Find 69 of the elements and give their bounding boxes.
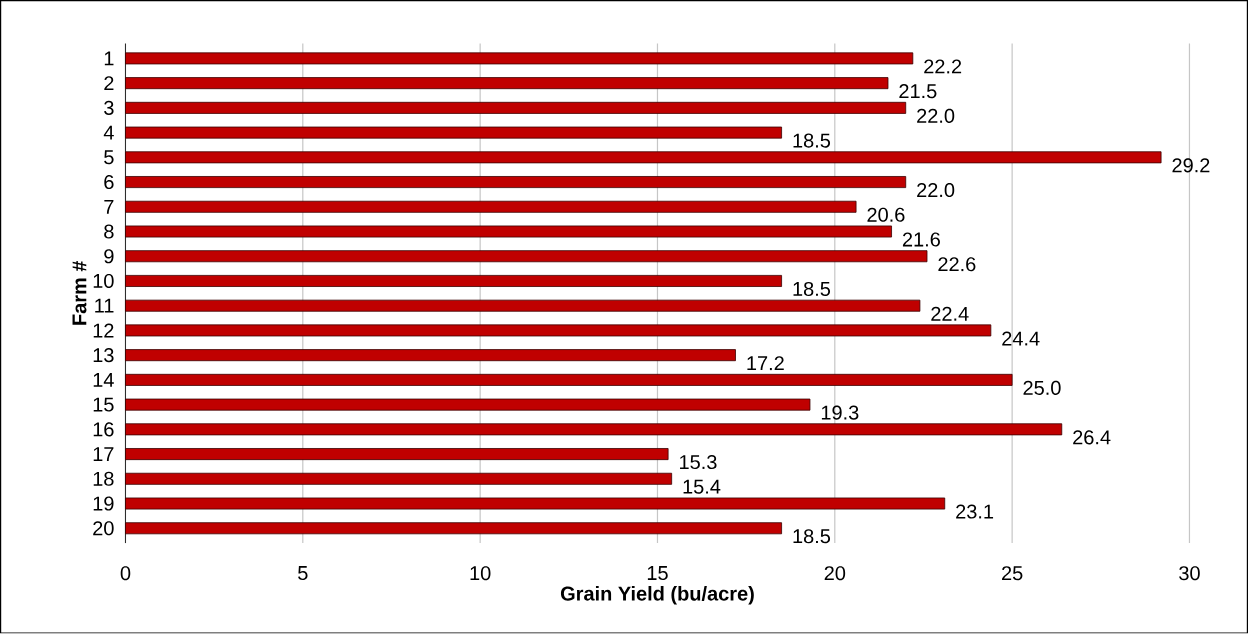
data-label: 22.4: [931, 306, 969, 321]
y-tick-label: 20: [93, 521, 114, 536]
x-tick-label: 0: [120, 566, 131, 581]
data-label: 18.5: [793, 529, 831, 544]
y-tick-label: 5: [104, 150, 114, 165]
bar: [125, 349, 736, 362]
data-label: 21.5: [899, 84, 937, 99]
data-label: 19.3: [821, 405, 859, 420]
x-tick-label: 20: [824, 566, 846, 581]
data-label: 25.0: [1023, 381, 1061, 396]
bar: [125, 275, 782, 288]
x-axis-title: Grain Yield (bu/acre): [560, 586, 754, 605]
data-label: 17.2: [747, 356, 784, 371]
y-tick-label: 12: [93, 323, 114, 338]
y-tick-label: 1: [104, 51, 114, 66]
y-tick-label: 13: [93, 348, 114, 363]
bar: [125, 497, 946, 510]
y-axis-title: Farm #: [72, 261, 87, 325]
bar: [125, 176, 907, 189]
x-tick-label: 5: [298, 566, 308, 581]
y-tick-label: 3: [104, 101, 114, 116]
data-label: 22.2: [924, 59, 962, 74]
data-label: 18.5: [793, 133, 831, 148]
y-tick-label: 10: [93, 274, 114, 289]
y-tick-label: 4: [103, 125, 114, 140]
bar: [125, 448, 669, 461]
data-label: 15.3: [680, 455, 717, 470]
bar: [125, 522, 782, 535]
x-tick-label: 25: [1002, 566, 1023, 581]
bar: [125, 52, 914, 65]
y-tick-label: 2: [104, 76, 114, 91]
bar: [125, 299, 921, 312]
y-tick-label: 16: [93, 422, 114, 437]
x-tick-label: 10: [470, 566, 491, 581]
data-label: 20.6: [867, 207, 905, 223]
data-label: 21.6: [902, 232, 940, 247]
data-label: 26.4: [1073, 430, 1111, 445]
x-tick-label: 15: [647, 566, 668, 581]
data-label: 24.4: [1002, 331, 1040, 346]
data-label: 23.1: [956, 504, 994, 519]
bar: [125, 201, 857, 213]
x-tick-label: 30: [1179, 566, 1200, 581]
bar: [125, 423, 1063, 436]
bar: [125, 102, 907, 115]
bar: [125, 250, 928, 263]
bar: [125, 77, 889, 90]
y-tick-label: 14: [93, 373, 114, 387]
y-tick-label: 18: [93, 471, 114, 487]
y-tick-label: 8: [104, 224, 114, 239]
y-tick-label: 11: [95, 299, 114, 313]
y-tick-label: 19: [93, 496, 114, 511]
y-tick-label: 15: [93, 397, 114, 412]
data-label: 29.2: [1172, 158, 1210, 173]
bar: [125, 126, 782, 139]
data-label: 22.6: [938, 257, 976, 272]
data-label: 22.0: [917, 183, 955, 198]
bar: [125, 374, 1013, 387]
bar: [125, 398, 811, 411]
data-label: 22.0: [917, 108, 955, 124]
data-label: 15.4: [683, 480, 721, 494]
y-tick-label: 6: [104, 175, 114, 190]
bar: [125, 324, 992, 337]
y-tick-label: 9: [104, 249, 114, 264]
y-tick-label: 7: [104, 200, 114, 214]
data-label: 18.5: [793, 282, 831, 297]
bar: [125, 473, 673, 485]
bar: [125, 225, 892, 238]
y-tick-label: 17: [93, 447, 114, 462]
bar: [125, 151, 1162, 164]
